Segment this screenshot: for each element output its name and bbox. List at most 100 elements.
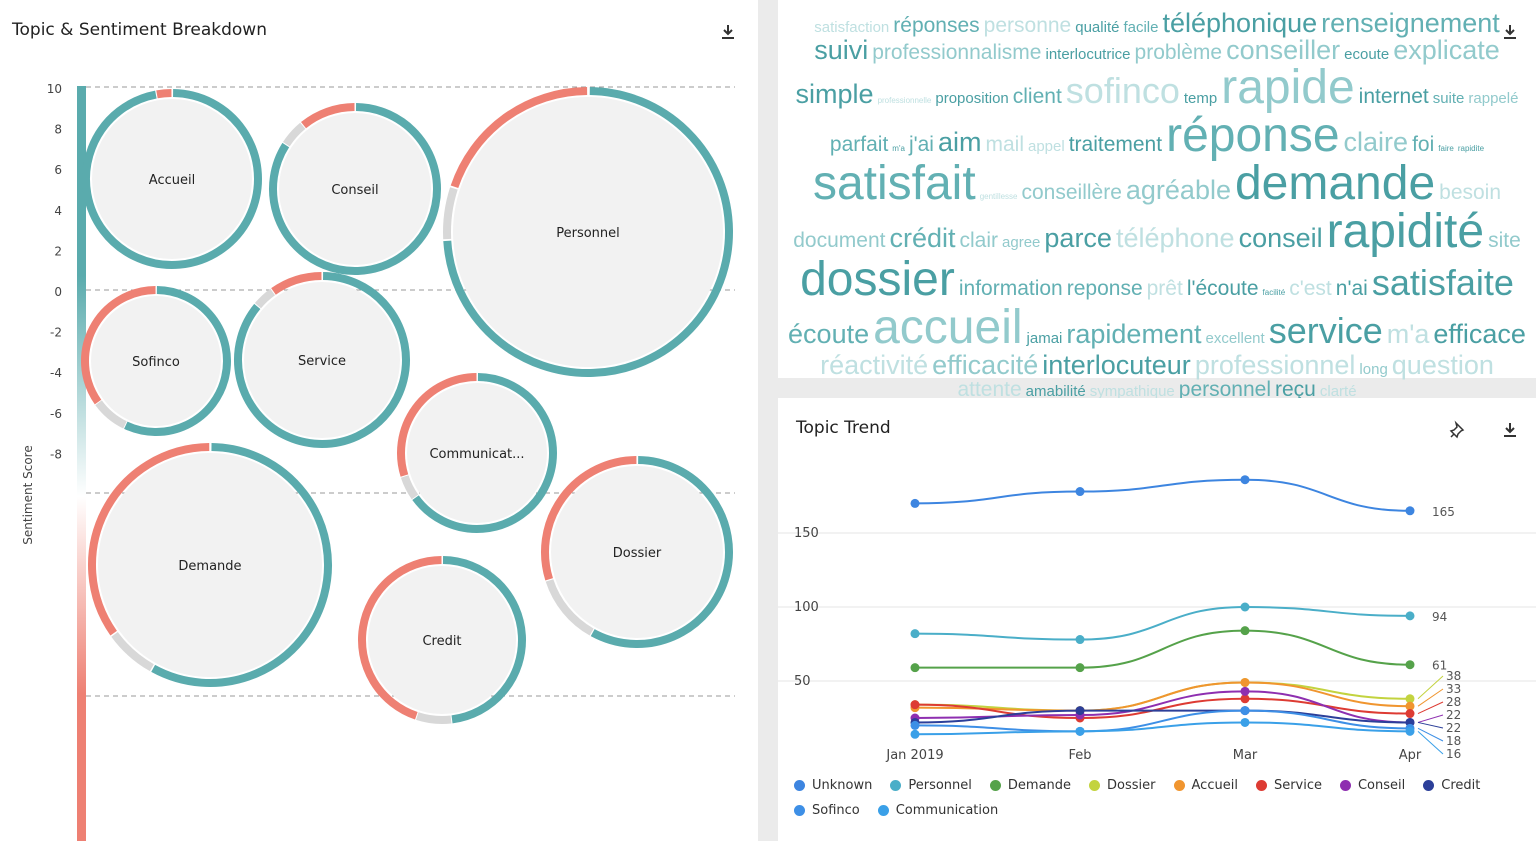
negative-sentiment-arc [81,286,156,405]
legend-label: Unknown [812,778,873,793]
topic-bubble[interactable]: Conseil [269,103,441,275]
end-label-leader [1417,721,1444,729]
legend-item[interactable]: Unknown [794,778,872,793]
data-point [1405,709,1415,719]
y-axis-label: Sentiment Score [21,445,35,544]
topic-bubble[interactable]: Demande [88,443,332,687]
data-point [1240,677,1250,687]
legend-label: Service [1273,778,1322,793]
topic-label: Demande [178,559,241,574]
negative-sentiment-arc [358,556,442,720]
negative-sentiment-arc [450,87,588,189]
end-label-leader [1417,675,1444,700]
legend-item[interactable]: Accueil [1173,778,1238,793]
word-cloud-word: satisfaction [814,19,890,36]
data-point [1075,663,1085,673]
data-point [1405,660,1415,670]
end-value-label: 22 [1446,708,1461,722]
legend-label: Sofinco [812,803,860,818]
topic-bubble[interactable]: Service [234,272,410,448]
legend-item[interactable]: Service [1255,778,1322,793]
topic-label: Communicat... [429,447,524,462]
word-cloud-word: agree [1002,234,1041,251]
legend-item[interactable]: Sofinco [794,803,860,818]
data-point [1240,475,1250,485]
y-tick-label: 0 [54,285,62,299]
word-cloud-word: facilité [1262,288,1286,297]
series-line-communication [914,721,1411,736]
topic-bubble[interactable]: Dossier [541,456,733,648]
legend-dot-icon [890,780,902,791]
negative-sentiment-arc [301,103,355,129]
word-cloud-word: conseil [1238,223,1323,253]
positive-sentiment-arc [590,456,733,648]
word-cloud-word: satisfait [812,157,976,210]
y-tick-label: 4 [54,204,62,218]
data-point [1405,506,1415,516]
end-value-label: 165 [1432,505,1455,519]
neutral-sentiment-arc [111,631,154,672]
positive-sentiment-arc [269,103,441,275]
data-point [1240,717,1250,727]
legend-dot-icon [1173,780,1185,791]
bubble-fill [91,296,221,426]
legend-item[interactable]: Demande [989,778,1072,793]
topic-bubble[interactable]: Sofinco [81,286,231,436]
word-cloud-word: sofinco [1065,70,1180,111]
word-cloud-word: agréable [1125,175,1231,205]
legend-item[interactable]: Communication [877,803,998,818]
series-line-unknown [914,478,1411,512]
neutral-sentiment-arc [400,475,419,500]
word-cloud-word: crédit [889,223,956,253]
data-point [910,629,920,639]
word-cloud-word: suite [1432,90,1465,107]
legend-dot-icon [877,805,889,816]
word-cloud-word: l'écoute [1186,277,1259,300]
topic-label: Dossier [613,546,662,561]
bubble-fill [98,453,322,677]
legend-dot-icon [1255,780,1267,791]
legend-item[interactable]: Dossier [1089,778,1156,793]
positive-sentiment-arc [443,87,733,377]
end-label-leader [1417,701,1444,715]
legend-label: Demande [1007,778,1072,793]
data-point [1240,706,1250,716]
x-tick-label: Mar [1233,748,1258,763]
word-cloud-word: reçu [1275,378,1316,401]
legend-dot-icon [1423,780,1435,791]
data-point [1240,602,1250,612]
bubble-fill [551,466,723,638]
download-icon[interactable] [718,22,738,42]
data-point [1405,611,1415,621]
legend-dot-icon [1089,780,1101,791]
pin-icon[interactable] [1448,420,1468,440]
topic-bubble[interactable]: Accueil [82,89,262,269]
topic-bubble[interactable]: Communicat... [397,373,557,533]
word-cloud-word: facile [1123,19,1159,36]
legend-item[interactable]: Conseil [1339,778,1405,793]
panel-title: Topic Trend [796,418,891,438]
x-tick-label: Apr [1399,748,1422,763]
positive-sentiment-arc [442,556,526,724]
legend-item[interactable]: Personnel [890,778,972,793]
legend-item[interactable]: Credit [1423,778,1480,793]
word-cloud-word: simple [795,79,874,109]
x-tick-label: Feb [1068,748,1091,763]
chart-legend: Unknown Personnel Demande Dossier Accueil Ser… [794,778,1514,818]
download-icon[interactable] [1500,22,1520,42]
download-icon[interactable] [1500,420,1520,440]
word-cloud-word: renseignement [1321,8,1500,38]
word-cloud-word: m'a [892,144,905,153]
data-point [1405,726,1415,736]
legend-dot-icon [989,780,1001,791]
topic-bubble[interactable]: Personnel [443,87,733,377]
topic-label: Sofinco [132,355,180,370]
y-tick-label: -8 [50,447,62,461]
negative-sentiment-arc [156,89,172,99]
word-cloud-word: réactivité [820,350,929,380]
y-tick-label: 150 [794,526,819,541]
neutral-sentiment-arc [443,187,458,240]
word-cloud-word: conseillère [1021,181,1122,204]
topic-bubble[interactable]: Credit [358,556,526,724]
word-cloud-word: information [958,277,1063,300]
